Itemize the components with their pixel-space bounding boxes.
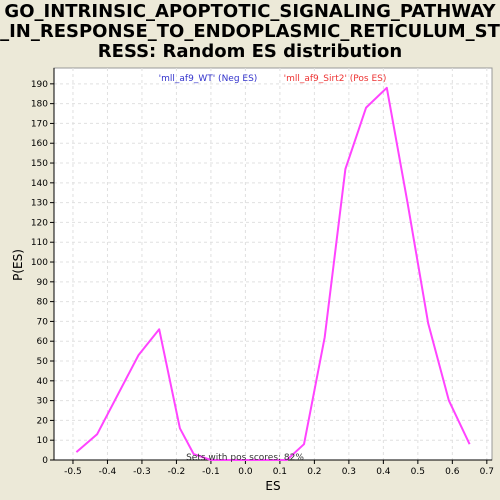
axes: 0 10 20 30 40 50 60 70 80 90 100 110 120 130 140 150 160… — [31, 68, 494, 477]
y-tick-label: 100 — [31, 258, 48, 268]
pos-scores-annotation: Sets with pos scores: 82% — [186, 453, 304, 463]
y-tick-label: 180 — [31, 100, 48, 110]
y-tick-label: 120 — [31, 218, 48, 228]
y-tick-label: 150 — [31, 159, 48, 169]
x-tick-label: 0.2 — [307, 467, 321, 477]
x-tick-label: -0.2 — [168, 467, 186, 477]
x-tick-label: -0.3 — [133, 467, 151, 477]
y-tick-label: 20 — [37, 416, 49, 426]
legend-pos-es: 'mll_af9_Sirt2' (Pos ES) — [284, 74, 387, 84]
x-tick-label: 0.0 — [238, 467, 253, 477]
chart-title-line-3: RESS: Random ES distribution — [97, 41, 403, 62]
y-tick-label: 90 — [37, 278, 49, 288]
x-tick-label: -0.5 — [64, 467, 82, 477]
x-axis-label: ES — [265, 479, 280, 493]
chart-title-line-1: GO_INTRINSIC_APOPTOTIC_SIGNALING_PATHWAY — [4, 2, 496, 22]
y-tick-label: 130 — [31, 199, 48, 209]
chart-title-line-2: _IN_RESPONSE_TO_ENDOPLASMIC_RETICULUM_ST — [0, 21, 500, 42]
es-distribution-line — [75, 86, 471, 461]
y-tick-label: 110 — [31, 238, 48, 248]
y-tick-label: 30 — [37, 397, 49, 407]
grid-lines — [54, 68, 492, 460]
y-tick-label: 60 — [37, 337, 49, 347]
x-tick-label: 0.5 — [411, 467, 425, 477]
y-tick-label: 70 — [37, 317, 49, 327]
y-tick-label: 0 — [42, 456, 48, 466]
y-tick-label: 40 — [37, 377, 49, 387]
y-tick-label: 170 — [31, 119, 48, 129]
y-tick-label: 190 — [31, 80, 48, 90]
x-tick-label: 0.3 — [342, 467, 356, 477]
chart-title: GO_INTRINSIC_APOPTOTIC_SIGNALING_PATHWAY… — [0, 2, 500, 62]
y-tick-label: 10 — [37, 436, 49, 446]
x-tick-label: -0.1 — [202, 467, 220, 477]
x-tick-label: 0.6 — [445, 467, 460, 477]
x-tick-label: 0.1 — [273, 467, 287, 477]
y-tick-label: 80 — [37, 298, 49, 308]
y-tick-label: 140 — [31, 179, 48, 189]
legend-neg-es: 'mll_af9_WT' (Neg ES) — [159, 74, 258, 84]
y-tick-label: 50 — [37, 357, 49, 367]
plot-area — [53, 67, 493, 461]
series-layer — [75, 86, 471, 461]
y-tick-label: 160 — [31, 139, 48, 149]
x-tick-label: -0.4 — [99, 467, 117, 477]
x-tick-label: 0.7 — [480, 467, 494, 477]
x-tick-label: 0.4 — [376, 467, 391, 477]
y-axis-label: P(ES) — [11, 249, 25, 281]
